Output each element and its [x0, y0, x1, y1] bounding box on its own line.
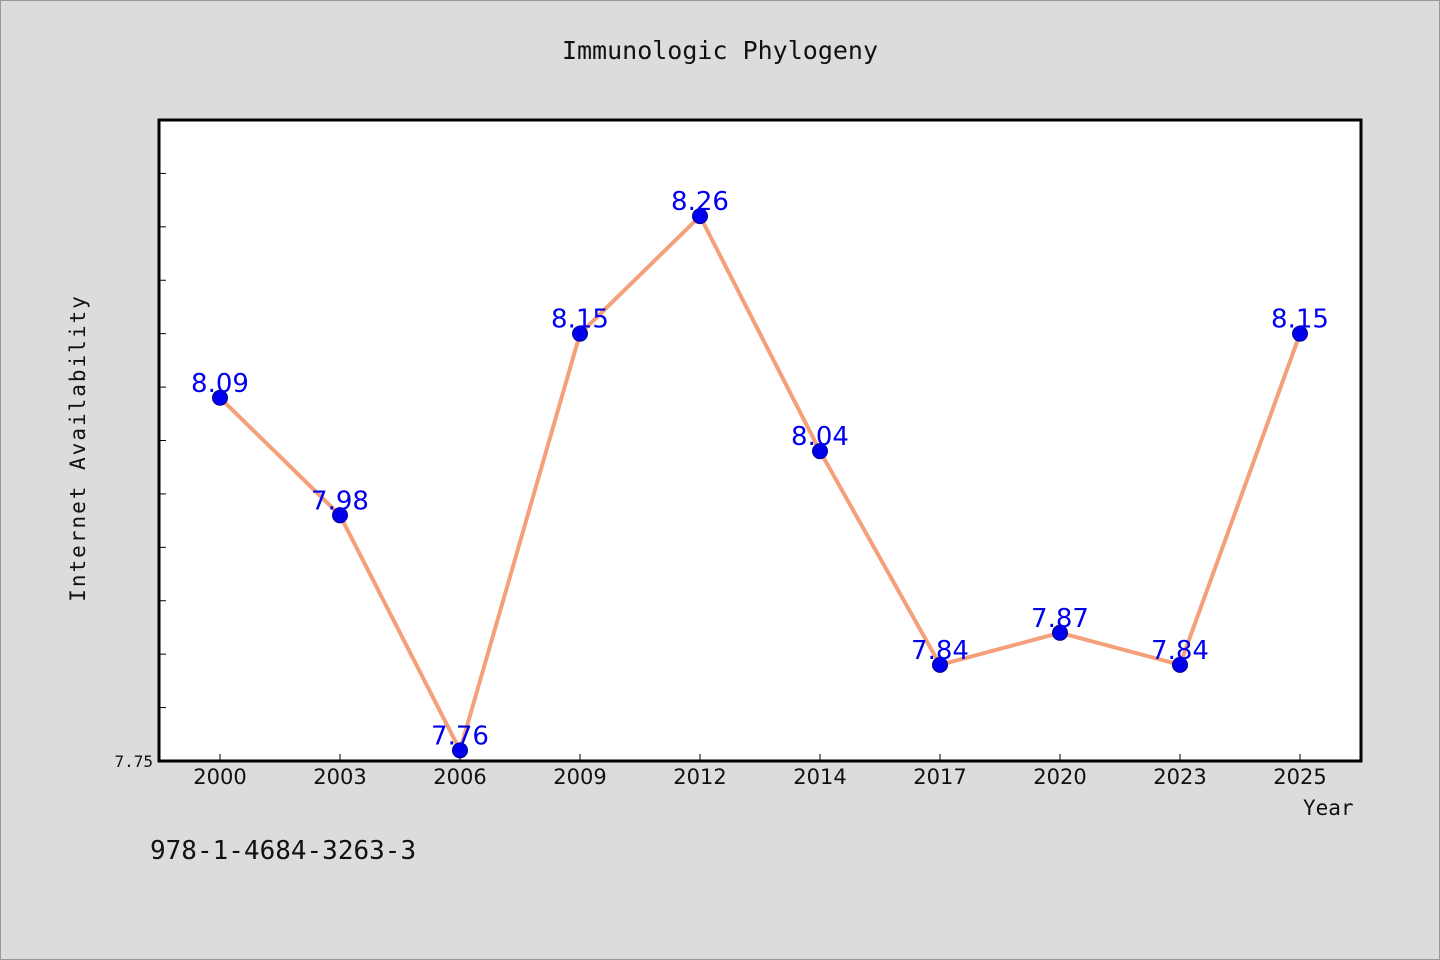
- x-tick-label: 2020: [1033, 765, 1086, 789]
- data-point: [572, 325, 588, 342]
- chart-title: Immunologic Phylogeny: [561, 36, 879, 65]
- data-point: [212, 389, 228, 406]
- data-label: 7.84: [1151, 636, 1209, 666]
- data-label: 8.04: [791, 422, 849, 452]
- x-tick-label: 2017: [913, 765, 966, 789]
- data-point: [1292, 325, 1308, 342]
- series-line: [218, 214, 1302, 753]
- x-axis-ticks: 2000 2003 2006 2009 2012 2014 2017 2020 2023 2025: [193, 754, 1327, 789]
- data-point: [1052, 624, 1068, 641]
- data-point: [452, 742, 468, 759]
- data-point: [332, 507, 348, 524]
- x-tick-label: 2003: [313, 765, 366, 789]
- data-label: 7.84: [911, 636, 969, 666]
- series-layer: 8.09 7.98 7.76 8.15 8.26 8.04 7.84 7.87 7.84 8.15: [191, 187, 1329, 759]
- data-label: 8.15: [1271, 305, 1329, 335]
- plot-area: [157, 118, 1363, 763]
- x-tick-label: 2000: [193, 765, 246, 789]
- x-tick-label: 2014: [793, 765, 846, 789]
- y-tick-label: 7.75: [114, 752, 153, 771]
- x-tick-label: 2025: [1273, 765, 1326, 789]
- data-point: [1172, 656, 1188, 673]
- data-label: 8.09: [191, 369, 249, 399]
- data-point: [692, 208, 708, 225]
- x-axis-label: Year: [1303, 796, 1354, 820]
- data-label: 7.98: [311, 486, 369, 516]
- data-label: 8.15: [551, 305, 609, 335]
- x-tick-label: 2012: [673, 765, 726, 789]
- y-axis-ticks: 7.75: [114, 172, 166, 771]
- data-label: 7.76: [431, 721, 489, 751]
- x-tick-label: 2006: [433, 765, 486, 789]
- data-label: 7.87: [1031, 604, 1089, 634]
- data-point: [812, 443, 828, 460]
- data-point: [932, 656, 948, 673]
- isbn-text: 978-1-4684-3263-3: [150, 836, 417, 866]
- x-tick-label: 2023: [1153, 765, 1206, 789]
- data-label: 8.26: [671, 187, 729, 217]
- x-tick-label: 2009: [553, 765, 606, 789]
